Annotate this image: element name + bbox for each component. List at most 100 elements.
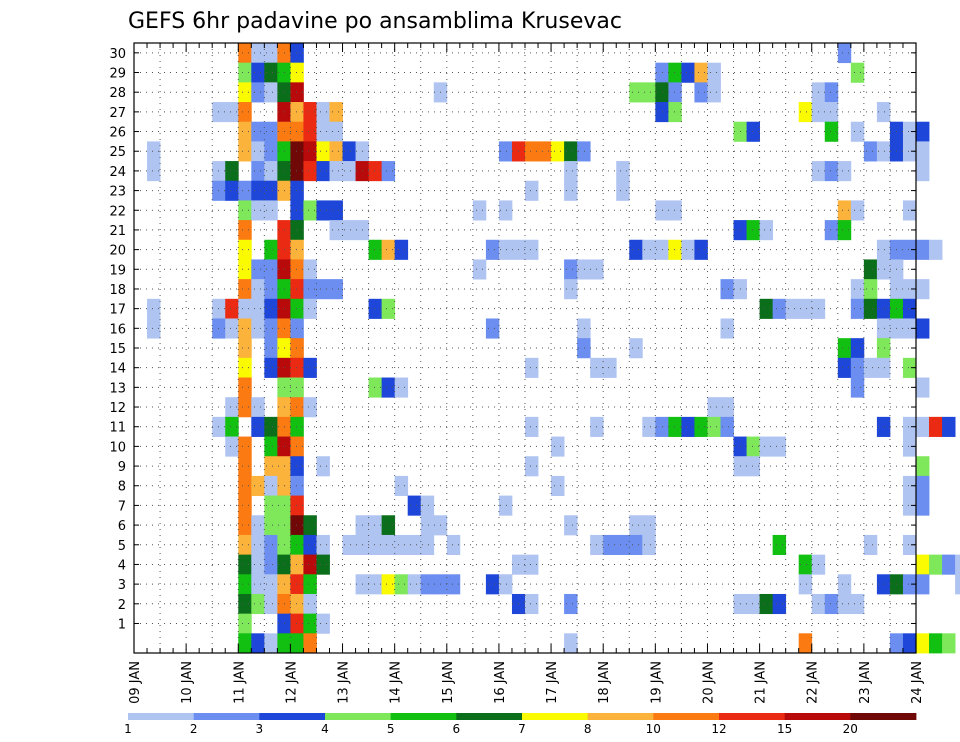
heatmap-cell [238,357,252,378]
heatmap-cell [863,259,878,280]
heatmap-cell [394,574,409,595]
heatmap-cell [238,82,252,103]
heatmap-cell [251,475,265,496]
colorbar-label: 20 [843,722,858,736]
heatmap-cell [238,200,252,221]
heatmap-cell [837,220,852,241]
y-tick-label: 20 [109,244,126,259]
heatmap-cell [798,633,813,654]
x-tick-label: 16 JAN [493,661,508,704]
heatmap-cell [916,495,930,516]
heatmap-cell [147,161,161,182]
heatmap-cell [368,574,383,595]
heatmap-cell [238,239,252,260]
heatmap-cell [681,416,695,437]
heatmap-cell [876,357,891,378]
y-tick-label: 5 [118,539,126,554]
heatmap-cell [264,180,278,201]
heatmap-cell [916,141,930,162]
x-tick-label: 13 JAN [337,661,352,704]
heatmap-cell [238,436,252,457]
heatmap-cell [916,456,930,477]
heatmap-cell [290,495,304,516]
heatmap-cell [290,397,304,418]
heatmap-cell [238,318,252,339]
heatmap-cell [290,102,304,123]
heatmap-cell [876,574,891,595]
heatmap-cell [225,102,239,123]
heatmap-cell [264,554,278,575]
heatmap-cell [264,436,278,457]
heatmap-cell [290,613,304,634]
y-tick-label: 11 [109,421,126,436]
x-tick-label: 17 JAN [545,661,560,704]
heatmap-cell [251,534,265,556]
heatmap-cell [942,554,956,575]
heatmap-cell [238,338,252,359]
heatmap-cell [707,416,721,437]
y-tick-label: 24 [109,165,126,180]
heatmap-cell [407,574,422,595]
heatmap-cell [381,377,396,398]
heatmap-cell [707,82,721,103]
y-tick-label: 22 [109,204,126,219]
colorbar-swatch [653,713,720,720]
heatmap-cell [824,593,839,615]
heatmap-cell [629,338,643,359]
heatmap-cell [850,357,865,378]
heatmap-cell [290,279,304,300]
heatmap-cell [694,82,708,103]
heatmap-cell [564,279,578,300]
colorbar-label: 2 [190,722,198,736]
heatmap-cell [290,200,304,221]
heatmap-cell [368,239,383,260]
heatmap-cell [485,574,500,595]
colorbar-label: 5 [387,722,395,736]
heatmap-cell [329,102,343,123]
heatmap-cell [290,239,304,260]
y-tick-label: 17 [109,303,126,318]
heatmap-cell [407,534,422,556]
colorbar-swatch [587,713,654,720]
colorbar-swatch [259,713,326,720]
heatmap-cell [238,377,252,398]
x-tick-label: 22 JAN [806,661,821,704]
heatmap-cell [316,200,330,221]
heatmap-cell [303,200,317,221]
heatmap-cell [577,338,591,359]
heatmap-cell [251,279,265,300]
x-tick-label: 10 JAN [180,661,195,704]
heatmap-cell [368,377,383,398]
heatmap-cell [876,102,891,123]
heatmap-cell [707,397,721,418]
heatmap-cell [264,416,278,437]
heatmap-cell [290,377,304,398]
heatmap-cell [577,318,591,339]
heatmap-cell [498,141,513,162]
heatmap-cell [225,298,239,319]
heatmap-cell [238,397,252,418]
x-tick-label: 21 JAN [754,661,769,704]
heatmap-cell [238,180,252,201]
heatmap-cell [251,180,265,201]
heatmap-cell [759,436,774,457]
heatmap-cell [147,298,161,319]
x-tick-label: 23 JAN [858,661,873,704]
heatmap-cell [942,416,956,437]
heatmap-cell [264,43,278,64]
heatmap-cell [290,436,304,457]
x-tick-label: 24 JAN [910,661,925,704]
x-axis-ticks: 09 JAN 10 JAN 11 JAN 12 JAN 13 JAN 14 JAN 15 J… [128,43,925,704]
heatmap-cell [251,416,265,437]
heatmap-cell [929,554,943,575]
colorbar-swatch [456,713,523,720]
heatmap-cell [251,397,265,418]
heatmap-cell [720,416,734,437]
heatmap-cell [681,239,695,260]
heatmap-cell [303,593,317,615]
x-tick-label: 20 JAN [702,661,717,704]
heatmap-cell [850,377,865,398]
heatmap-cell [876,338,891,359]
heatmap-cell [264,161,278,182]
heatmap-cell [251,554,265,575]
